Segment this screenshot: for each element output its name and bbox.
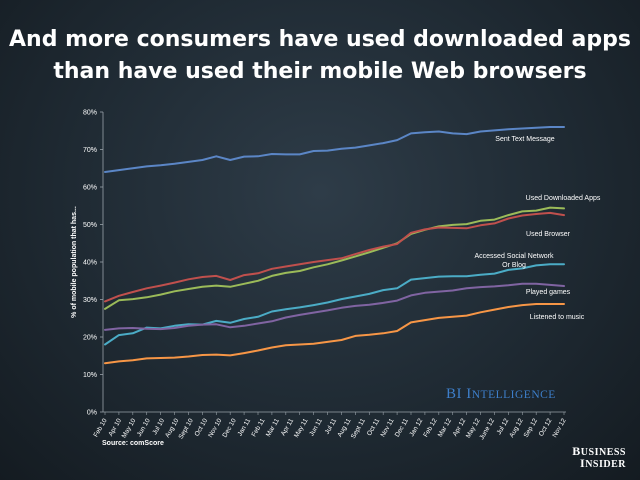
y-tick-label: 60% — [83, 185, 97, 192]
x-tick-label: Jun 11 — [308, 417, 324, 437]
x-tick-label: Jul 12 — [496, 417, 511, 436]
series-line-1 — [104, 126, 565, 173]
series-label-2: Used Downloaded Apps — [526, 195, 601, 202]
y-tick-label: 70% — [83, 147, 97, 154]
x-tick-label: Sept 11 — [350, 417, 367, 440]
series-line-4 — [104, 263, 565, 346]
x-tick-label: Mar 11 — [265, 417, 281, 438]
chart-title-line-2: than have used their mobile Web browsers — [53, 59, 587, 84]
x-tick-label: Mar 12 — [437, 417, 453, 438]
series-label-4: Or Blog — [502, 262, 526, 269]
series-line-6 — [104, 303, 565, 365]
bi-intelligence-logo: BI INTELLIGENCE — [446, 386, 556, 402]
series-label-4: Accessed Social Network — [475, 253, 554, 260]
source-note: Source: comScore — [102, 440, 164, 447]
series-label-1: Sent Text Message — [495, 136, 555, 143]
x-tick-label: Feb 10 — [93, 417, 109, 438]
series-line-3 — [104, 211, 565, 303]
x-tick-label: May 10 — [121, 417, 138, 439]
series-line-2 — [104, 206, 565, 310]
chart-title-line-1: And more consumers have used downloaded … — [9, 27, 631, 52]
x-tick-label: May 11 — [293, 417, 310, 439]
y-axis-title: % of mobile population that has... — [71, 206, 78, 318]
y-tick-label: 30% — [83, 297, 97, 304]
y-tick-label: 50% — [83, 222, 97, 229]
series-label-3: Used Browser — [526, 231, 571, 238]
x-tick-label: Dec 11 — [394, 417, 410, 438]
y-tick-label: 80% — [83, 110, 97, 117]
x-tick-label: Sep 12 — [523, 417, 540, 439]
x-tick-label: Jul 11 — [324, 417, 339, 435]
x-tick-label: Jun 10 — [136, 417, 152, 438]
y-tick-label: 40% — [83, 260, 97, 267]
x-tick-label: Jul 10 — [151, 417, 166, 436]
series-line-5 — [104, 282, 565, 331]
x-tick-label: Nov 12 — [551, 417, 568, 439]
series-label-6: Listened to music — [530, 314, 585, 321]
x-tick-label: Sept 10 — [178, 417, 195, 440]
chart-title: And more consumers have used downloaded … — [0, 24, 640, 88]
series-label-5: Played games — [526, 289, 571, 296]
y-tick-label: 20% — [83, 335, 97, 342]
business-insider-logo: BUSINESS INSIDER — [572, 444, 626, 470]
y-tick-label: 0% — [87, 410, 97, 417]
y-tick-label: 10% — [83, 372, 97, 379]
x-tick-label: Dec 10 — [221, 417, 238, 439]
